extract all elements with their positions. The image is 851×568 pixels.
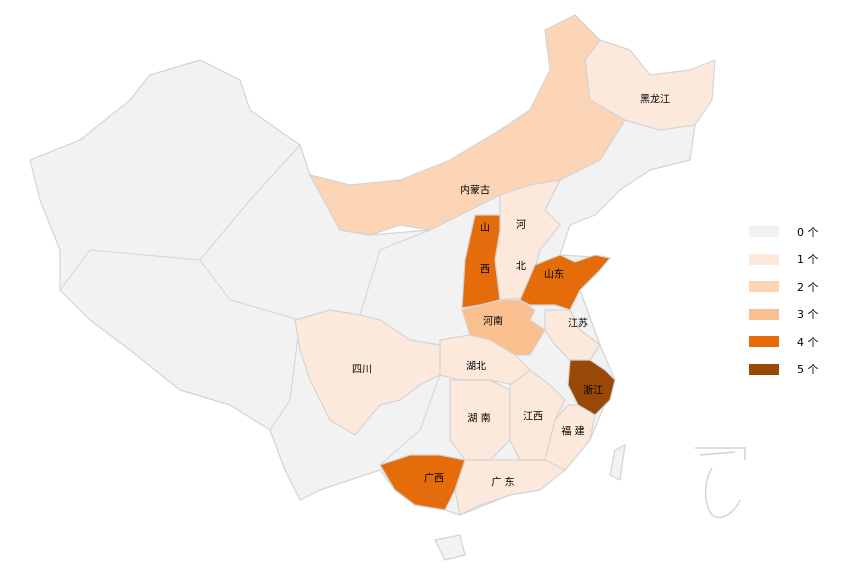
region-label-jiangsu: 江苏 xyxy=(568,318,588,330)
legend-label: 1 个 xyxy=(797,253,819,267)
legend-label: 4 个 xyxy=(797,335,819,349)
region-guangdong[interactable] xyxy=(454,459,566,516)
region-label-heilongjiang: 黑龙江 xyxy=(640,94,670,106)
region-label-sichuan: 四川 xyxy=(352,364,372,376)
legend-item[interactable]: 1 个 xyxy=(749,246,819,274)
legend-swatch xyxy=(749,253,779,265)
region-label-henan: 河南 xyxy=(483,316,503,328)
region-label-shanxi: 山 西 xyxy=(477,222,489,288)
region-label-fujian: 福 建 xyxy=(561,426,585,438)
region-sichuan[interactable] xyxy=(294,309,441,436)
south-china-sea-inset xyxy=(695,447,746,519)
legend-item[interactable]: 4 个 xyxy=(749,328,819,356)
province-border xyxy=(59,249,201,291)
legend-swatch xyxy=(749,281,779,293)
province-border xyxy=(379,374,441,466)
region-label-jiangxi: 江西 xyxy=(523,411,543,423)
region-hunan[interactable] xyxy=(449,379,511,461)
region-shandong[interactable] xyxy=(519,254,611,311)
region-label-hubei: 湖北 xyxy=(466,361,486,373)
legend-label: 2 个 xyxy=(797,280,819,294)
region-label-guangdong: 广 东 xyxy=(491,477,515,489)
legend-label: 3 个 xyxy=(797,308,819,322)
region-guangxi[interactable] xyxy=(379,454,466,511)
legend-swatch xyxy=(749,363,779,375)
region-label-hunan: 湖 南 xyxy=(467,413,491,425)
province-border xyxy=(359,229,431,316)
legend-swatch xyxy=(749,336,779,348)
region-zhejiang[interactable] xyxy=(567,359,616,416)
province-border xyxy=(269,319,301,431)
legend-item[interactable]: 3 个 xyxy=(749,301,819,329)
region-label-guangxi: 广西 xyxy=(424,473,444,485)
legend-item[interactable]: 0 个 xyxy=(749,218,819,246)
region-label-zhejiang: 浙江 xyxy=(583,385,603,397)
region-hainan[interactable] xyxy=(434,534,466,561)
region-neimenggu[interactable] xyxy=(309,14,626,236)
legend-item[interactable]: 2 个 xyxy=(749,273,819,301)
region-label-neimenggu: 内蒙古 xyxy=(460,185,490,197)
legend-label: 0 个 xyxy=(797,225,819,239)
legend-label: 5 个 xyxy=(797,363,819,377)
legend-item[interactable]: 5 个 xyxy=(749,356,819,384)
region-label-hebei: 河 北 xyxy=(513,219,525,285)
legend: 0 个 1 个 2 个 3 个 4 个 5 个 xyxy=(749,218,819,383)
legend-swatch xyxy=(749,308,779,320)
legend-swatch xyxy=(749,226,779,238)
region-taiwan[interactable] xyxy=(609,444,626,481)
region-label-shandong: 山东 xyxy=(544,269,564,281)
